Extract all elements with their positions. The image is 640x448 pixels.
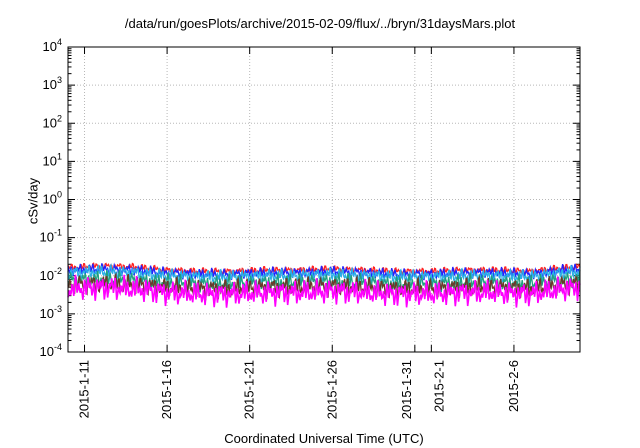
x-tick-label: 2015-1-16	[159, 360, 174, 419]
y-tick-label: 102	[43, 113, 62, 130]
x-tick-label: 2015-2-1	[431, 360, 446, 412]
series-line	[67, 274, 581, 308]
y-tick-label: 101	[43, 151, 62, 168]
x-tick-label: 2015-1-26	[324, 360, 339, 419]
x-tick-label: 2015-2-6	[506, 360, 521, 412]
x-tick-label: 2015-1-11	[77, 360, 92, 418]
y-tick-label: 10-1	[40, 228, 62, 245]
series-line	[67, 272, 581, 301]
y-tick-label: 10-4	[40, 342, 62, 359]
series-line	[67, 270, 581, 294]
y-tick-label: 10-3	[40, 304, 62, 321]
x-tick-label: 2015-1-21	[242, 360, 257, 419]
plot-frame	[67, 46, 581, 353]
x-tick-label: 2015-1-31	[399, 360, 414, 419]
y-tick-label: 103	[43, 75, 62, 92]
series-line	[67, 263, 581, 286]
y-tick-label: 10-2	[40, 266, 62, 283]
chart-title: /data/run/goesPlots/archive/2015-02-09/f…	[124, 16, 516, 31]
y-axis-label: cSv/day	[25, 177, 41, 225]
y-tick-label: 100	[43, 190, 62, 207]
y-tick-label: 104	[43, 37, 62, 54]
x-axis-label: Coordinated Universal Time (UTC)	[224, 431, 424, 446]
